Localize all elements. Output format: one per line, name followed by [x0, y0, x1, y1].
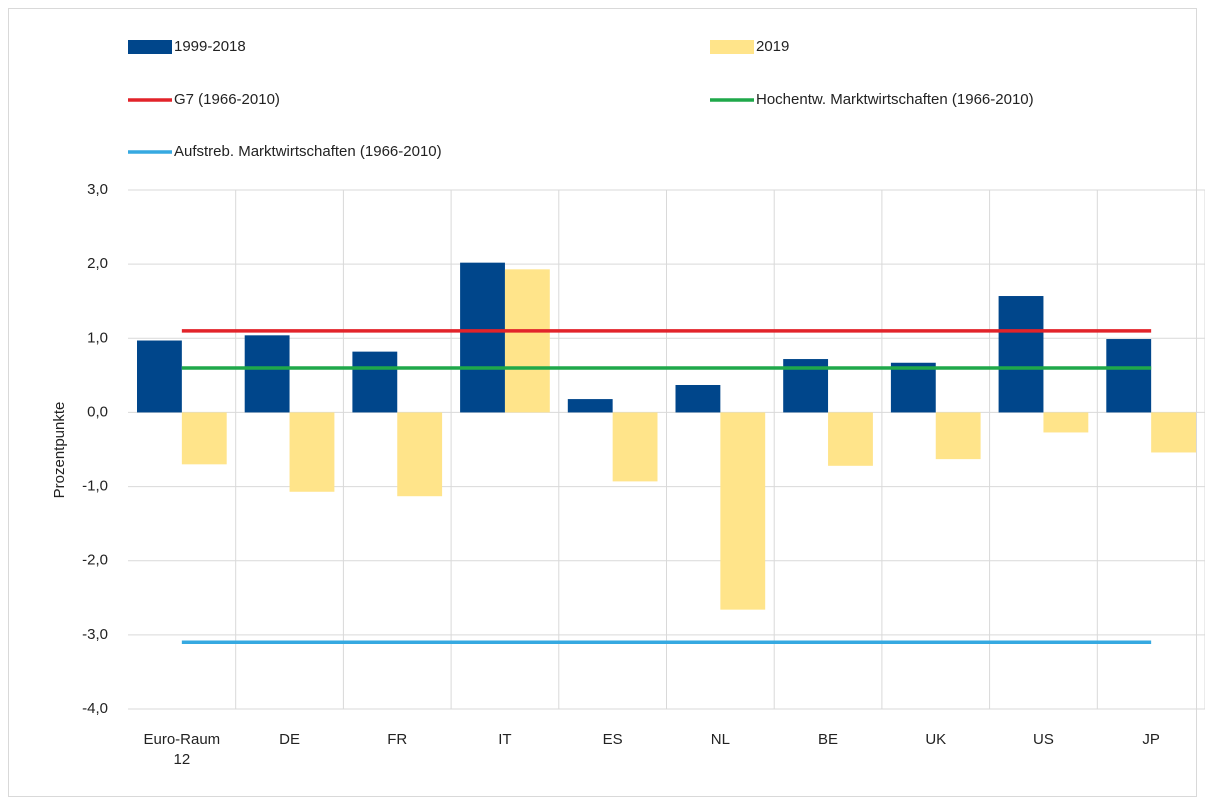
bar — [181, 412, 227, 465]
bar — [460, 262, 505, 413]
bar — [397, 412, 443, 497]
y-tick-label: -1,0 — [82, 478, 108, 495]
bar — [567, 399, 613, 413]
bar — [1106, 339, 1152, 413]
bar — [828, 412, 873, 466]
bar — [1043, 412, 1089, 433]
y-tick-label: -3,0 — [82, 626, 108, 643]
x-tick-label: JP — [1142, 731, 1160, 748]
y-tick-label: -4,0 — [82, 700, 108, 717]
bar — [612, 412, 658, 482]
y-axis-label: Prozentpunkte — [51, 402, 68, 499]
bar — [137, 340, 182, 413]
x-tick-label: FR — [387, 731, 408, 748]
legend-label: G7 (1966-2010) — [174, 91, 280, 108]
x-tick-label: UK — [925, 731, 947, 748]
x-tick-label: NL — [710, 731, 730, 748]
chart-frame — [8, 8, 1197, 797]
bar — [998, 296, 1044, 413]
x-tick-label: DE — [279, 731, 300, 748]
bar — [244, 335, 290, 413]
y-tick-label: 2,0 — [87, 255, 108, 272]
x-tick-label: Euro-Raum 12 — [143, 731, 221, 768]
bar — [1151, 412, 1196, 453]
bar — [289, 412, 335, 492]
bar — [890, 362, 936, 413]
legend-swatch — [710, 40, 754, 54]
y-tick-label: 1,0 — [87, 329, 108, 346]
legend-label: 1999-2018 — [174, 38, 246, 55]
bar — [720, 412, 766, 610]
x-tick-label: ES — [602, 731, 623, 748]
legend-swatch — [128, 40, 172, 54]
legend-label: Hochentw. Marktwirtschaften (1966-2010) — [756, 91, 1034, 108]
x-tick-label: IT — [498, 731, 512, 748]
bar — [935, 412, 981, 460]
legend-label: 2019 — [756, 38, 789, 55]
bar — [352, 351, 398, 413]
y-tick-label: -2,0 — [82, 552, 108, 569]
y-tick-label: 3,0 — [87, 181, 108, 198]
legend-label: Aufstreb. Marktwirtschaften (1966-2010) — [174, 143, 442, 160]
bar — [504, 269, 550, 413]
x-tick-label: US — [1033, 731, 1054, 748]
bar — [675, 384, 721, 413]
y-tick-label: 0,0 — [87, 403, 108, 420]
x-tick-label: BE — [818, 731, 839, 748]
